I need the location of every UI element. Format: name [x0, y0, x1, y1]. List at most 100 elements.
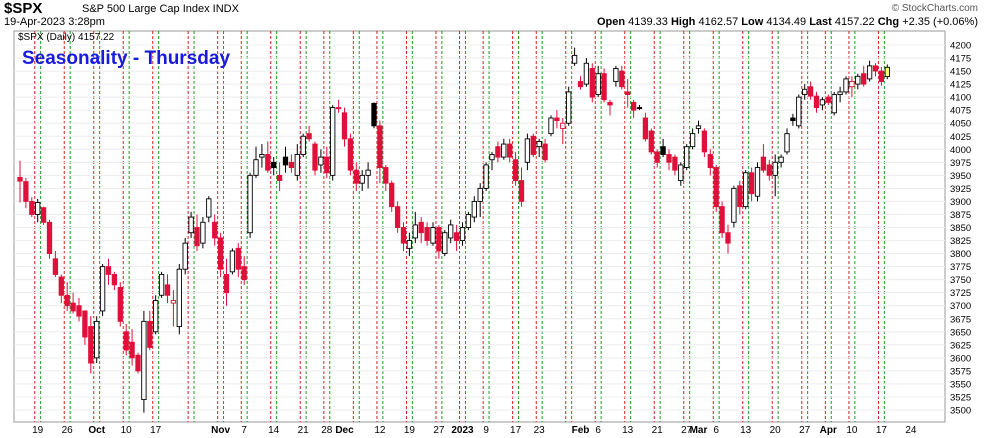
last-label: Last: [809, 16, 832, 28]
series-legend: $SPX (Daily) 4157.22: [18, 32, 115, 43]
candle-body: [701, 130, 708, 153]
candle-body: [654, 151, 660, 163]
candle-body: [235, 247, 241, 270]
x-tick-label: 9: [483, 425, 489, 436]
candle-body: [825, 96, 831, 103]
y-tick-label: 3925: [950, 184, 971, 195]
x-tick-label: 14: [268, 425, 280, 436]
y-tick-label: 4100: [950, 93, 971, 104]
candle-body: [719, 206, 725, 234]
x-tick-label: Oct: [88, 425, 105, 436]
ohlc-readout: Open 4139.33 High 4162.57 Low 4134.49 La…: [597, 16, 978, 28]
candle-body: [813, 95, 820, 109]
x-tick-label: Nov: [211, 425, 230, 436]
y-tick-label: 3725: [950, 288, 971, 299]
candle-body: [46, 221, 53, 255]
candle-body: [247, 174, 253, 234]
chart-date: 19-Apr-2023 3:28pm: [4, 16, 105, 28]
candle-body: [164, 284, 171, 296]
candle-body: [849, 81, 855, 88]
y-tick-label: 4025: [950, 132, 971, 143]
candle-body: [855, 75, 861, 85]
candle-body: [347, 138, 354, 171]
candle-body: [731, 187, 737, 223]
x-tick-label: 19: [32, 425, 44, 436]
candle-body: [406, 240, 413, 249]
candle-body: [560, 122, 566, 129]
candle-body: [111, 273, 118, 286]
x-tick-label: Apr: [820, 425, 837, 436]
candle-body: [607, 101, 613, 106]
candle-body: [123, 331, 129, 351]
candle-body: [878, 70, 885, 82]
candle-body: [418, 221, 424, 234]
candle-body: [625, 91, 631, 95]
candle-body: [601, 73, 607, 101]
candle-body: [678, 164, 684, 182]
candle-body: [147, 320, 153, 348]
candle-body: [772, 161, 778, 176]
high-label: High: [670, 16, 696, 28]
y-tick-label: 3800: [950, 249, 971, 260]
candle-body: [306, 133, 312, 140]
candle-body: [819, 99, 826, 106]
candle-body: [672, 156, 678, 171]
candle-body: [23, 181, 29, 202]
candle-body: [831, 94, 837, 114]
candle-body: [412, 224, 418, 239]
candle-body: [507, 143, 513, 158]
x-tick-label: 6: [595, 425, 601, 436]
candle-body: [566, 91, 572, 124]
candle-body: [636, 107, 643, 110]
candle-body: [807, 86, 814, 97]
x-tick-label: Dec: [335, 425, 354, 436]
candle-body: [318, 156, 324, 166]
candle-body: [884, 66, 890, 78]
candle-body: [630, 101, 637, 111]
low-value: 4134.49: [766, 16, 807, 28]
candle-body: [359, 174, 365, 184]
candle-body: [223, 273, 230, 294]
y-tick-label: 4125: [950, 80, 971, 91]
candle-body: [424, 227, 430, 241]
candle-body: [400, 227, 407, 244]
candle-body: [288, 161, 295, 168]
candle-body: [595, 73, 601, 95]
candle-body: [383, 167, 389, 184]
candle-body: [577, 81, 584, 88]
candle-body: [436, 227, 442, 252]
candle-body: [276, 174, 283, 182]
candles: [17, 47, 890, 413]
candle-body: [554, 117, 560, 122]
y-tick-label: 3650: [950, 327, 971, 338]
candle-body: [265, 154, 271, 171]
candle-body: [861, 73, 867, 85]
day-markers: [34, 31, 885, 422]
candle-body: [489, 154, 495, 161]
x-tick-label: 21: [652, 425, 664, 436]
candle-body: [300, 135, 306, 155]
candle-body: [778, 156, 784, 163]
y-tick-label: 3750: [950, 275, 971, 286]
candle-body: [477, 187, 483, 202]
candle-body: [784, 133, 790, 153]
x-tick-label: 13: [740, 425, 752, 436]
candle-body: [377, 125, 383, 168]
y-tick-label: 3950: [950, 171, 971, 182]
candle-body: [518, 180, 525, 202]
candle-body: [182, 242, 188, 270]
x-tick-label: 21: [298, 425, 310, 436]
candle-body: [743, 172, 749, 208]
y-tick-label: 3900: [950, 197, 971, 208]
candle-body: [530, 135, 536, 155]
candle-body: [312, 143, 318, 171]
open-label: Open: [596, 16, 626, 28]
candle-body: [619, 70, 625, 88]
candle-body: [241, 266, 247, 281]
candle-body: [524, 138, 531, 163]
candle-body: [76, 305, 82, 317]
y-tick-label: 3550: [950, 379, 971, 390]
candle-body: [105, 266, 112, 275]
symbol-title: $SPX: [4, 0, 43, 17]
candle-body: [365, 169, 371, 176]
